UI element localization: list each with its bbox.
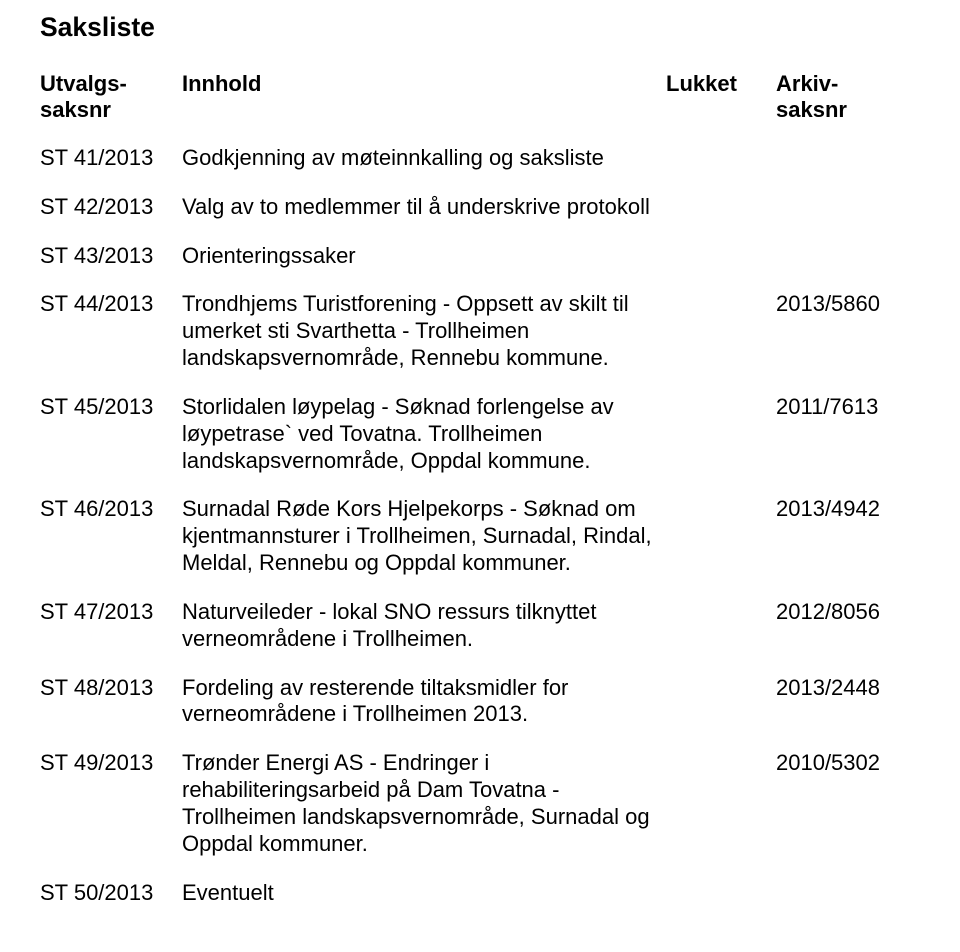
cell-arkiv: 2013/2448 <box>776 675 896 729</box>
table-row: ST 48/2013 Fordeling av resterende tilta… <box>40 675 896 729</box>
cell-lukket <box>666 243 776 270</box>
cell-innhold: Storlidalen løypelag - Søknad forlengels… <box>182 394 666 474</box>
page-title: Saksliste <box>40 12 896 43</box>
cell-lukket <box>666 675 776 729</box>
table-row: ST 46/2013 Surnadal Røde Kors Hjelpekorp… <box>40 496 896 576</box>
cell-innhold: Trønder Energi AS - Endringer i rehabili… <box>182 750 666 857</box>
cell-utvalgs: ST 49/2013 <box>40 750 182 857</box>
cell-arkiv: 2013/5860 <box>776 291 896 371</box>
cell-utvalgs: ST 48/2013 <box>40 675 182 729</box>
cell-lukket <box>666 880 776 907</box>
cell-arkiv <box>776 145 896 172</box>
cell-utvalgs: ST 46/2013 <box>40 496 182 576</box>
cell-arkiv: 2012/8056 <box>776 599 896 653</box>
cell-lukket <box>666 750 776 857</box>
cell-utvalgs: ST 43/2013 <box>40 243 182 270</box>
cell-innhold: Trondhjems Turistforening - Oppsett av s… <box>182 291 666 371</box>
cell-utvalgs: ST 45/2013 <box>40 394 182 474</box>
cell-arkiv: 2010/5302 <box>776 750 896 857</box>
col-header-utvalgs-line1: Utvalgs-saksnr <box>40 71 127 122</box>
cell-arkiv: 2011/7613 <box>776 394 896 474</box>
table-row: ST 42/2013 Valg av to medlemmer til å un… <box>40 194 896 221</box>
cell-arkiv <box>776 194 896 221</box>
cell-lukket <box>666 599 776 653</box>
cell-innhold: Eventuelt <box>182 880 666 907</box>
col-header-innhold: Innhold <box>182 71 666 123</box>
table-row: ST 41/2013 Godkjenning av møteinnkalling… <box>40 145 896 172</box>
table-row: ST 43/2013 Orienteringssaker <box>40 243 896 270</box>
cell-arkiv <box>776 880 896 907</box>
cell-utvalgs: ST 42/2013 <box>40 194 182 221</box>
cell-lukket <box>666 194 776 221</box>
table-row: ST 50/2013 Eventuelt <box>40 880 896 907</box>
cell-utvalgs: ST 44/2013 <box>40 291 182 371</box>
table-row: ST 44/2013 Trondhjems Turistforening - O… <box>40 291 896 371</box>
cell-innhold: Surnadal Røde Kors Hjelpekorps - Søknad … <box>182 496 666 576</box>
cell-lukket <box>666 145 776 172</box>
cell-utvalgs: ST 50/2013 <box>40 880 182 907</box>
cell-lukket <box>666 291 776 371</box>
cell-innhold: Fordeling av resterende tiltaksmidler fo… <box>182 675 666 729</box>
table-row: ST 45/2013 Storlidalen løypelag - Søknad… <box>40 394 896 474</box>
saksliste-page: Saksliste Utvalgs-saksnr Innhold Lukket … <box>0 0 960 952</box>
cell-utvalgs: ST 47/2013 <box>40 599 182 653</box>
cell-utvalgs: ST 41/2013 <box>40 145 182 172</box>
cell-arkiv: 2013/4942 <box>776 496 896 576</box>
col-header-arkiv-line1: Arkiv-saksnr <box>776 71 847 122</box>
table-header-row: Utvalgs-saksnr Innhold Lukket Arkiv-saks… <box>40 71 896 123</box>
col-header-lukket: Lukket <box>666 71 776 123</box>
cell-innhold: Godkjenning av møteinnkalling og sakslis… <box>182 145 666 172</box>
cell-innhold: Valg av to medlemmer til å underskrive p… <box>182 194 666 221</box>
cell-lukket <box>666 496 776 576</box>
col-header-arkiv: Arkiv-saksnr <box>776 71 896 123</box>
table-row: ST 49/2013 Trønder Energi AS - Endringer… <box>40 750 896 857</box>
cell-arkiv <box>776 243 896 270</box>
cell-innhold: Naturveileder - lokal SNO ressurs tilkny… <box>182 599 666 653</box>
cell-innhold: Orienteringssaker <box>182 243 666 270</box>
table-row: ST 47/2013 Naturveileder - lokal SNO res… <box>40 599 896 653</box>
col-header-utvalgs: Utvalgs-saksnr <box>40 71 182 123</box>
cell-lukket <box>666 394 776 474</box>
